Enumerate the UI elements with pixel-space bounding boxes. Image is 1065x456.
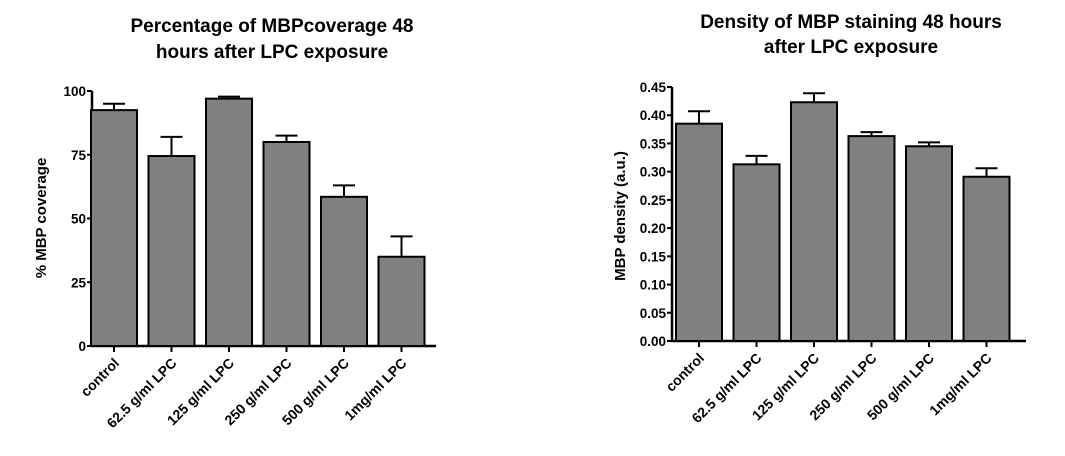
y-tick-label: 0.15 [640, 249, 667, 264]
chart-title-line: Percentage of MBPcoverage 48 [130, 16, 413, 37]
y-tick-label: 0.10 [640, 278, 666, 293]
bar [847, 135, 896, 342]
bar [790, 101, 838, 342]
chart-title-line: hours after LPC exposure [156, 42, 388, 63]
y-tick-label: 0.45 [640, 80, 667, 95]
x-category-label: control [662, 350, 707, 395]
chart-2: Density of MBP staining 48 hours after LP… [612, 12, 1026, 426]
y-tick-label: 50 [71, 212, 86, 227]
bar [377, 255, 426, 347]
y-tick-label: 0.20 [640, 221, 666, 236]
chart-title-line: after LPC exposure [764, 37, 938, 58]
bar [962, 175, 1011, 342]
y-axis-label: MBP density (a.u.) [612, 151, 629, 281]
bar [90, 109, 138, 347]
chart-title-line: Density of MBP staining 48 hours [700, 12, 1002, 33]
bar [732, 163, 781, 342]
y-tick-label: 75 [71, 148, 87, 163]
x-category-label: 1mg/ml LPC [926, 350, 995, 419]
bar [320, 195, 368, 347]
y-tick-label: 0.40 [640, 108, 666, 123]
bar [905, 145, 953, 342]
x-category-label: 1mg/ml LPC [341, 355, 410, 424]
y-tick-label: 0.25 [640, 193, 667, 208]
y-tick-label: 0.00 [640, 334, 666, 349]
bar [147, 155, 196, 347]
y-tick-label: 0 [78, 339, 86, 354]
y-tick-label: 0.05 [640, 306, 667, 321]
y-tick-label: 0.35 [640, 136, 667, 151]
y-axis-label: % MBP coverage [33, 158, 50, 279]
bar [675, 122, 723, 342]
y-tick-label: 100 [63, 84, 86, 99]
x-category-label: control [77, 355, 122, 400]
bar [262, 141, 311, 347]
y-tick-label: 0.30 [640, 165, 666, 180]
bar [205, 97, 253, 348]
chart-1: Percentage of MBPcoverage 48 hours after … [33, 16, 436, 431]
y-tick-label: 25 [71, 275, 87, 290]
